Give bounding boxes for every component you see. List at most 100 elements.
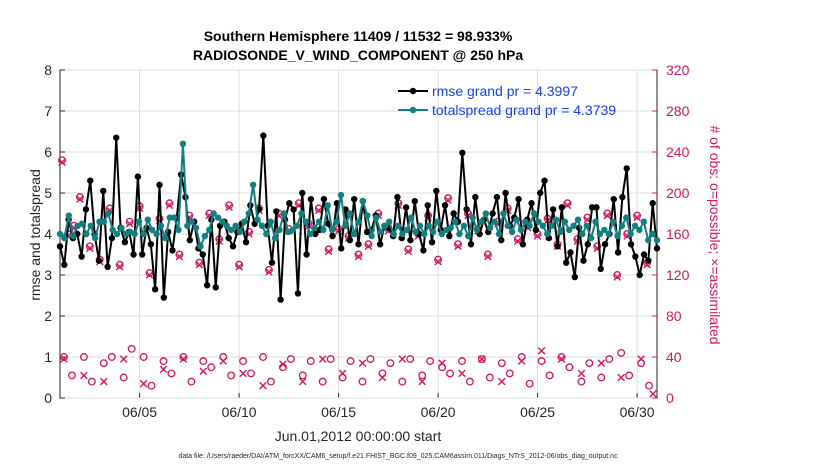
totalspread-point — [649, 230, 656, 238]
obs-assimilated-marker — [617, 373, 625, 382]
obs-assimilated-marker — [354, 252, 363, 261]
totalspread-point — [386, 218, 393, 225]
rmse-point — [286, 200, 293, 207]
obs-assimilated-marker — [563, 201, 572, 210]
totalspread-point — [135, 218, 143, 225]
rmse-point — [446, 232, 453, 240]
obs-assimilated-marker — [458, 369, 466, 378]
obs-possible-marker — [67, 371, 76, 380]
rmse-point — [138, 251, 146, 258]
obs-assimilated-marker — [265, 268, 273, 276]
obs-possible-marker — [187, 377, 196, 386]
totalspread-point — [307, 230, 314, 238]
x-tick-label: 06/20 — [421, 404, 456, 420]
chart-title: Southern Hemisphere 11409 / 11532 = 98.9… — [204, 28, 513, 44]
rmse-point — [294, 290, 302, 297]
totalspread-point — [552, 216, 560, 223]
totalspread-point — [179, 140, 187, 147]
obs-possible-marker — [364, 240, 373, 249]
totalspread-point — [390, 230, 397, 238]
totalspread-point — [192, 224, 200, 232]
obs-possible-marker — [426, 357, 435, 366]
rmse-point — [619, 193, 626, 201]
rmse-point — [134, 173, 142, 180]
totalspread-point — [447, 224, 454, 232]
legend-rmse-marker — [409, 87, 417, 95]
obs-possible-marker — [286, 355, 295, 363]
totalspread-point — [249, 181, 257, 188]
obs-assimilated-marker — [497, 377, 506, 386]
obs-possible-marker — [318, 377, 327, 386]
totalspread-point — [346, 210, 353, 217]
obs-possible-marker — [603, 209, 612, 218]
obs-assimilated-marker — [175, 252, 184, 261]
obs-possible-marker — [60, 353, 68, 361]
totalspread-point — [324, 202, 331, 209]
obs-possible-marker — [485, 373, 494, 382]
rmse-point — [424, 202, 431, 209]
totalspread-point — [438, 230, 446, 238]
obs-possible-marker — [434, 255, 443, 264]
x-tick-label: 06/15 — [321, 404, 356, 420]
rmse-point — [532, 226, 540, 234]
totalspread-point — [337, 191, 345, 199]
totalspread-point — [109, 226, 116, 234]
rmse-point — [355, 241, 362, 248]
totalspread-point — [425, 222, 432, 229]
totalspread-point — [645, 236, 652, 244]
obs-assimilated-marker — [115, 263, 124, 271]
obs-possible-marker — [199, 357, 208, 366]
obs-possible-marker — [497, 359, 506, 368]
obs-possible-marker — [625, 371, 634, 380]
rmse-point — [593, 204, 600, 211]
legend-spread-label: totalspread grand pr = 4.3739 — [432, 102, 616, 118]
obs-possible-marker — [278, 363, 287, 372]
rmse-point — [337, 245, 345, 252]
rmse-point — [212, 284, 219, 291]
totalspread-point — [508, 228, 516, 236]
obs-possible-marker — [207, 363, 216, 372]
totalspread-point — [522, 218, 529, 225]
totalspread-point — [170, 214, 178, 221]
totalspread-point — [495, 230, 503, 238]
obs-possible-marker — [358, 377, 367, 386]
obs-possible-marker — [404, 245, 413, 254]
y2-tick-label: 120 — [666, 267, 690, 283]
rmse-point — [303, 251, 310, 258]
rmse-point — [260, 132, 267, 139]
rmse-point — [498, 236, 505, 244]
totalspread-point — [311, 224, 318, 232]
rmse-point — [329, 232, 336, 240]
totalspread-point — [56, 230, 64, 238]
obs-possible-marker — [227, 371, 236, 380]
rmse-point — [519, 241, 527, 248]
rmse-point — [225, 234, 232, 242]
totalspread-point — [434, 218, 441, 225]
obs-possible-marker — [259, 353, 267, 361]
totalspread-point — [486, 224, 494, 232]
totalspread-point — [421, 230, 428, 238]
obs-assimilated-marker — [145, 271, 154, 279]
rmse-point — [199, 251, 206, 258]
totalspread-point — [557, 228, 564, 236]
obs-possible-marker — [585, 359, 594, 368]
obs-assimilated-marker — [76, 195, 84, 203]
totalspread-point — [214, 214, 222, 221]
totalspread-point — [566, 226, 573, 234]
totalspread-point — [298, 210, 305, 217]
obs-possible-marker — [438, 363, 447, 372]
totalspread-point — [596, 230, 604, 238]
obs-possible-marker — [605, 355, 614, 363]
obs-possible-marker — [637, 359, 646, 368]
chart-subtitle: RADIOSONDE_V_WIND_COMPONENT @ 250 hPa — [193, 47, 523, 63]
y-tick-label: 0 — [44, 390, 52, 406]
rmse-point — [614, 249, 622, 256]
obs-possible-marker — [386, 359, 395, 368]
y2-tick-label: 160 — [666, 226, 690, 242]
footnote: data file: /Users/raeder/DAI/ATM_forcXX/… — [178, 453, 618, 460]
rmse-point — [433, 187, 440, 195]
totalspread-point — [574, 216, 582, 223]
obs-possible-marker — [139, 353, 148, 361]
y2-axis-label: # of obs: o=possible; ×=assimilated — [707, 125, 723, 344]
